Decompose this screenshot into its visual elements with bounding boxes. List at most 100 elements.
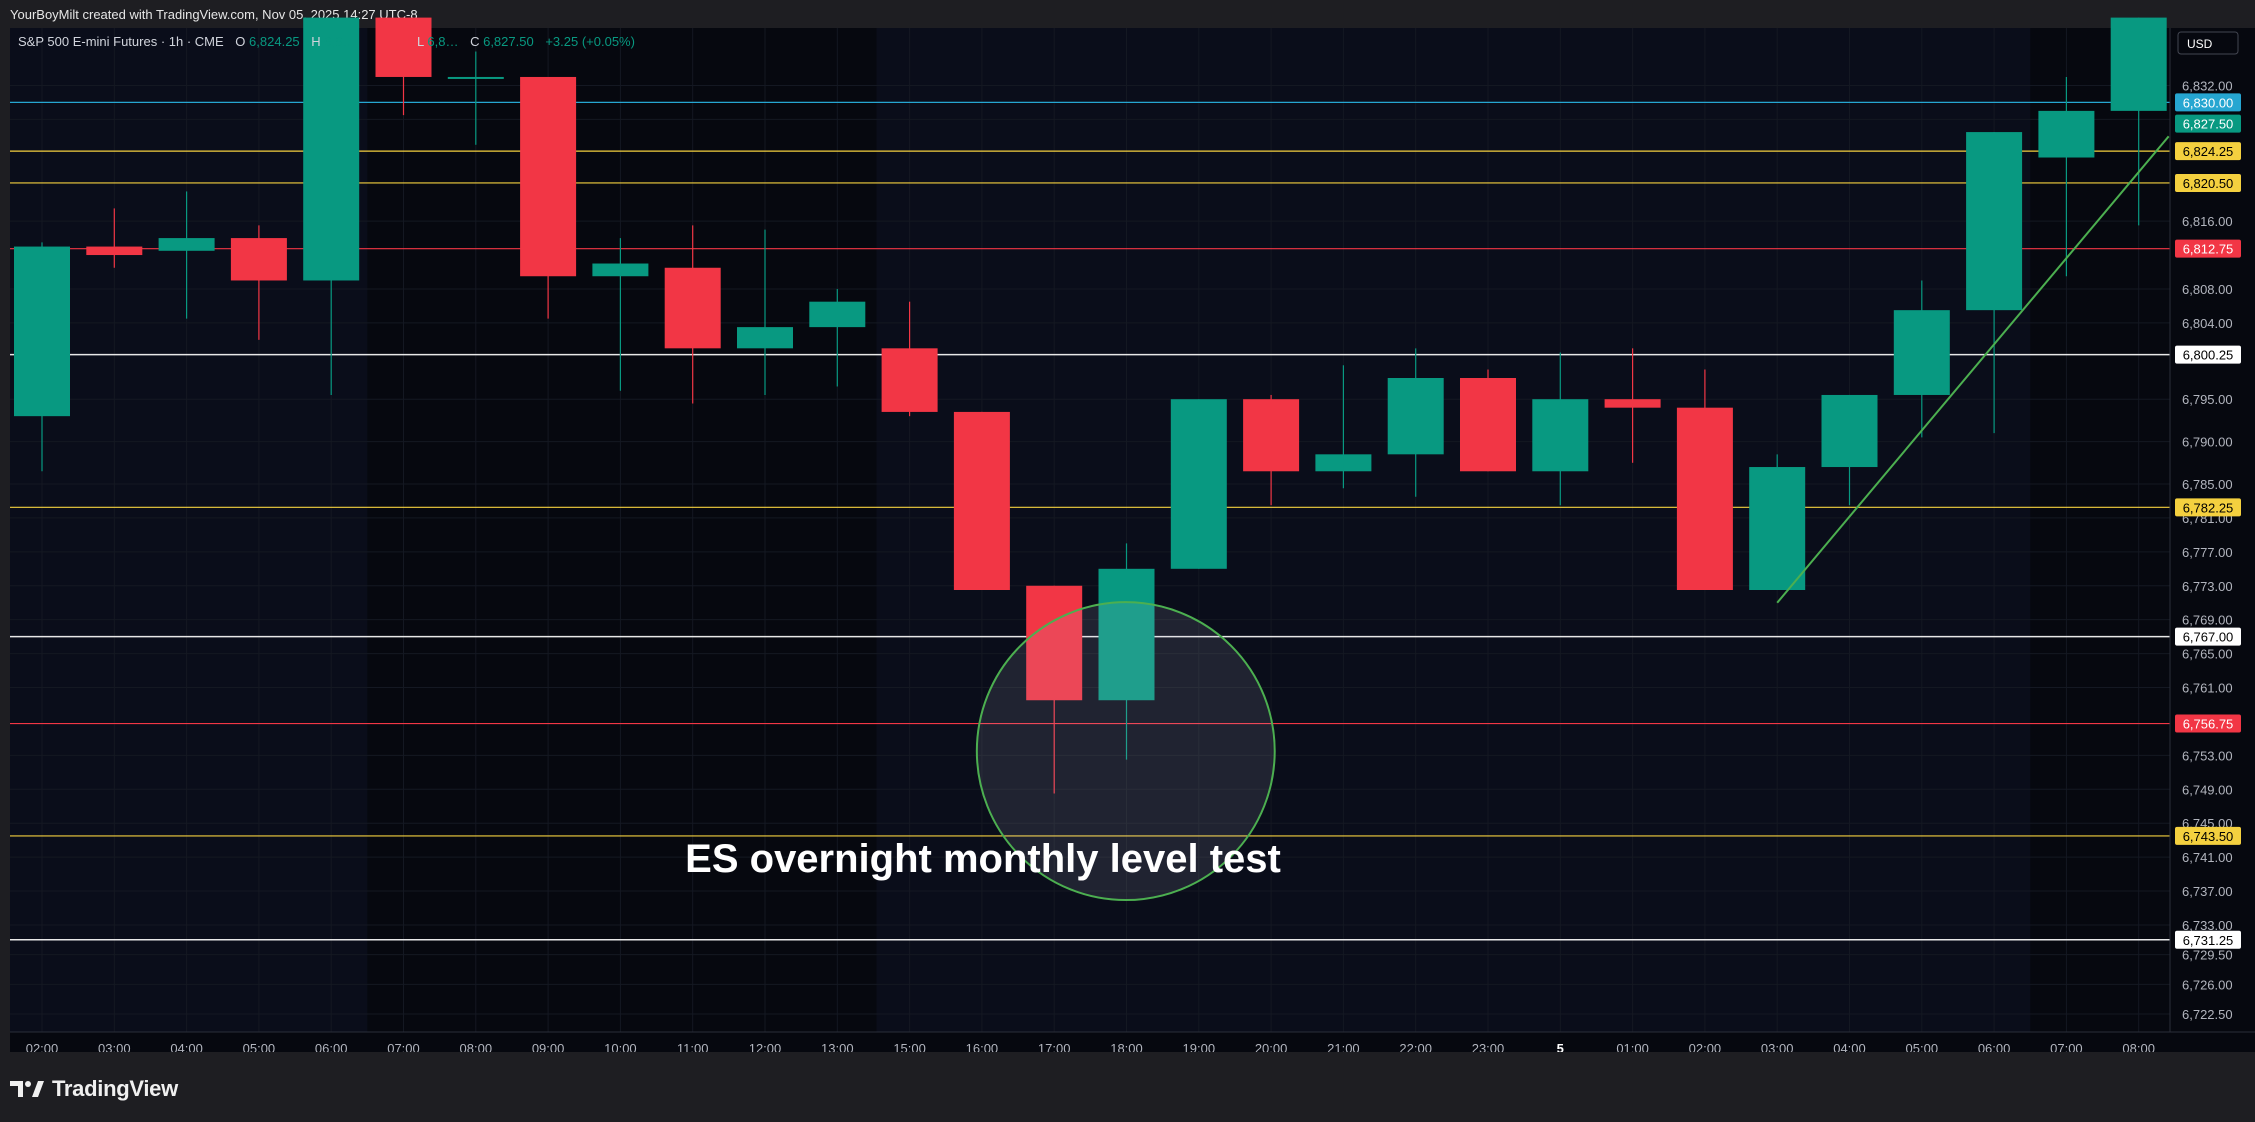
candle[interactable] (14, 242, 70, 472)
level-price-tags: 6,830.00 6,827.50 6,824.25 6,820.50 6,812.75… (2175, 93, 2241, 949)
legend-close-value: 6,827.50 (483, 34, 534, 49)
candle-body[interactable] (520, 76, 577, 277)
candle-body[interactable] (1532, 399, 1589, 472)
time-tick-label: 04:00 (170, 1041, 203, 1052)
chart[interactable]: 6,832.006,828.006,816.006,808.006,804.00… (0, 0, 2255, 1052)
candle[interactable] (953, 411, 1010, 590)
drawings[interactable] (975, 135, 2170, 902)
price-tick-label: 6,765.00 (2182, 647, 2233, 662)
candle-body[interactable] (1676, 407, 1733, 590)
candle[interactable] (592, 238, 649, 391)
candle-body[interactable] (881, 348, 938, 412)
highlight-circle[interactable] (975, 601, 1276, 902)
candle[interactable] (1315, 365, 1372, 489)
candle-body[interactable] (737, 327, 793, 349)
price-tag-background (2175, 239, 2241, 258)
candle[interactable] (737, 229, 793, 395)
candle-body[interactable] (1821, 394, 1878, 468)
candle-body[interactable] (447, 76, 504, 79)
candle-body[interactable] (809, 301, 866, 328)
time-axis[interactable]: 02:00 03:00 04:00 05:00 06:00 07:00 08:00 09:00… (26, 1041, 2155, 1052)
candle-body[interactable] (1387, 378, 1444, 455)
legend-symbol: S&P 500 E-mini Futures · 1h · CME (18, 34, 224, 49)
candle-body[interactable] (1460, 378, 1516, 472)
candle-body[interactable] (1315, 454, 1372, 472)
candle[interactable] (1243, 394, 1300, 506)
candle-body[interactable] (158, 238, 215, 251)
candle[interactable] (1966, 132, 2023, 434)
price-tag-background (2175, 498, 2241, 517)
candle-body[interactable] (303, 17, 360, 281)
candle[interactable] (664, 225, 721, 404)
legend-change: +3.25 (+0.05%) (545, 34, 635, 49)
time-tick-label: 03:00 (98, 1041, 131, 1052)
price-tag: 6,830.00 (2175, 93, 2241, 112)
currency-button[interactable]: USD (2177, 31, 2239, 55)
candle-body[interactable] (1026, 585, 1083, 701)
price-tick-label: 6,832.00 (2182, 78, 2233, 93)
candle-body[interactable] (953, 411, 1010, 590)
price-tag-background (2175, 114, 2241, 133)
candle[interactable] (1098, 543, 1155, 760)
candle[interactable] (520, 76, 577, 319)
candle-body[interactable] (86, 246, 143, 256)
candle[interactable] (158, 191, 215, 319)
svg-text:S&P 500 E-mini Futures · 1h ·: S&P 500 E-mini Futures · 1h · CME O 6,82… (18, 34, 635, 49)
candle-body[interactable] (14, 246, 70, 417)
price-tick-label: 6,729.50 (2182, 948, 2233, 963)
price-tick-label: 6,808.00 (2182, 282, 2233, 297)
trend-line[interactable] (1776, 135, 2170, 604)
price-tag-background (2175, 826, 2241, 845)
candle-body[interactable] (1098, 568, 1155, 701)
price-tag-label: 6,767.00 (2183, 630, 2234, 645)
candle[interactable] (230, 225, 287, 340)
candle[interactable] (1749, 454, 1806, 590)
candle-body[interactable] (592, 263, 649, 277)
candle[interactable] (303, 17, 360, 395)
tradingview-logo[interactable]: TradingView (10, 1076, 178, 1102)
candle[interactable] (1170, 399, 1227, 569)
annotation-text[interactable]: ES overnight monthly level test (685, 837, 1281, 881)
candle-body[interactable] (1966, 132, 2023, 311)
candle-body[interactable] (1170, 399, 1227, 569)
candle[interactable] (2110, 17, 2167, 226)
candle[interactable] (1821, 394, 1878, 506)
time-tick-label: 23:00 (1472, 1041, 1505, 1052)
legend-open-label: O (235, 34, 245, 49)
candles[interactable] (14, 17, 2167, 794)
price-tag: 6,820.50 (2175, 173, 2241, 192)
legend-high-value: 6,8… (324, 34, 355, 49)
price-tag: 6,824.25 (2175, 142, 2241, 161)
candle[interactable] (375, 17, 432, 116)
legend: S&P 500 E-mini Futures · 1h · CME O 6,82… (18, 34, 635, 49)
legend-high-label: H (311, 34, 320, 49)
time-tick-label: 18:00 (1110, 1041, 1143, 1052)
candle[interactable] (1604, 348, 1661, 463)
candle[interactable] (447, 51, 504, 145)
price-axis-background (2170, 28, 2255, 1052)
price-tag: 6,827.50 (2175, 114, 2241, 133)
candle[interactable] (2038, 76, 2095, 277)
candle[interactable] (881, 301, 938, 417)
candle[interactable] (1460, 369, 1516, 472)
candle-body[interactable] (375, 17, 432, 77)
candle[interactable] (1676, 369, 1733, 590)
candle[interactable] (86, 208, 143, 268)
horizontal-levels[interactable] (10, 101, 2170, 941)
candle-body[interactable] (1749, 467, 1806, 590)
candle[interactable] (1893, 280, 1950, 438)
price-tick-label: 6,749.00 (2182, 782, 2233, 797)
candle-body[interactable] (1243, 399, 1300, 472)
price-tag: 6,782.25 (2175, 498, 2241, 517)
grid (10, 28, 2170, 1032)
candle-body[interactable] (1604, 399, 1661, 408)
candle-body[interactable] (1893, 310, 1950, 395)
time-tick-label: 08:00 (2122, 1041, 2155, 1052)
candle[interactable] (1387, 348, 1444, 497)
candle-body[interactable] (664, 267, 721, 349)
candle-body[interactable] (2110, 17, 2167, 111)
candle[interactable] (1532, 352, 1589, 506)
candle-body[interactable] (2038, 110, 2095, 158)
candle[interactable] (809, 288, 866, 387)
candle-body[interactable] (230, 238, 287, 281)
